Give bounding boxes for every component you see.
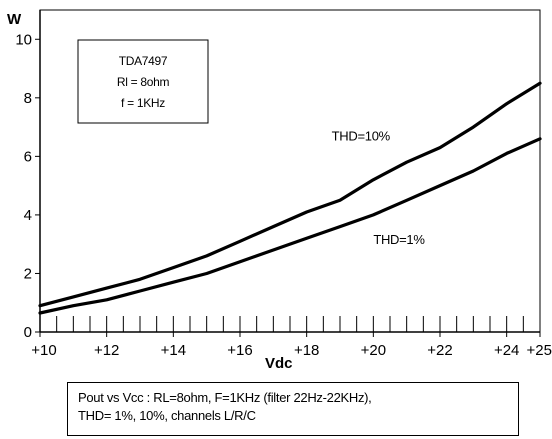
info-box-line-1: TDA7497 xyxy=(119,54,168,68)
x-tick-label: +18 xyxy=(294,342,319,359)
y-tick-label: 4 xyxy=(24,207,32,224)
x-tick-label: +16 xyxy=(227,342,252,359)
minor-tick-marks xyxy=(39,316,541,332)
axes xyxy=(35,10,541,337)
series-line-thd-1 xyxy=(38,137,542,315)
x-tick-label: +22 xyxy=(427,342,452,359)
info-box-line-3: f = 1KHz xyxy=(121,96,165,110)
x-tick-label: +12 xyxy=(94,342,119,359)
x-tick-label: +25 xyxy=(527,342,552,359)
curves xyxy=(38,81,542,315)
x-tick-labels: +10 +12 +14 +16 +18 +20 +22 +24 +25 xyxy=(31,342,552,359)
x-tick-label: +24 xyxy=(494,342,519,359)
y-tick-label: 8 xyxy=(24,90,32,107)
series-label-thd-1: THD=1% xyxy=(373,232,425,247)
x-axis-label: Vdc xyxy=(265,355,293,372)
y-tick-label: 0 xyxy=(24,324,32,341)
info-box: TDA7497 Rl = 8ohm f = 1KHz xyxy=(77,39,209,124)
info-box-line-2: Rl = 8ohm xyxy=(117,75,170,89)
caption-box: Pout vs Vcc : RL=8ohm, F=1KHz (filter 22… xyxy=(67,382,519,436)
caption-line-1: Pout vs Vcc : RL=8ohm, F=1KHz (filter 22… xyxy=(78,390,372,405)
x-tick-label: +14 xyxy=(161,342,186,359)
series-labels: THD=10% THD=1% xyxy=(332,128,426,247)
series-label-thd-10: THD=10% xyxy=(332,128,391,143)
y-tick-labels: 0 2 4 6 8 10 xyxy=(15,31,32,341)
chart: 0 2 4 6 8 10 +10 +12 +14 +16 +18 +20 +22 +24 +25 THD=… xyxy=(7,9,552,372)
y-axis-label: W xyxy=(7,11,22,28)
y-tick-label: 6 xyxy=(24,148,32,165)
y-tick-label: 10 xyxy=(15,31,32,48)
x-tick-label: +10 xyxy=(31,342,56,359)
caption-line-2: THD= 1%, 10%, channels L/R/C xyxy=(78,408,256,423)
x-tick-label: +20 xyxy=(361,342,386,359)
y-tick-label: 2 xyxy=(24,265,32,282)
series-line-thd-10 xyxy=(38,81,542,308)
